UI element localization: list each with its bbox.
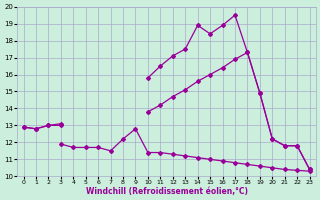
X-axis label: Windchill (Refroidissement éolien,°C): Windchill (Refroidissement éolien,°C): [85, 187, 248, 196]
